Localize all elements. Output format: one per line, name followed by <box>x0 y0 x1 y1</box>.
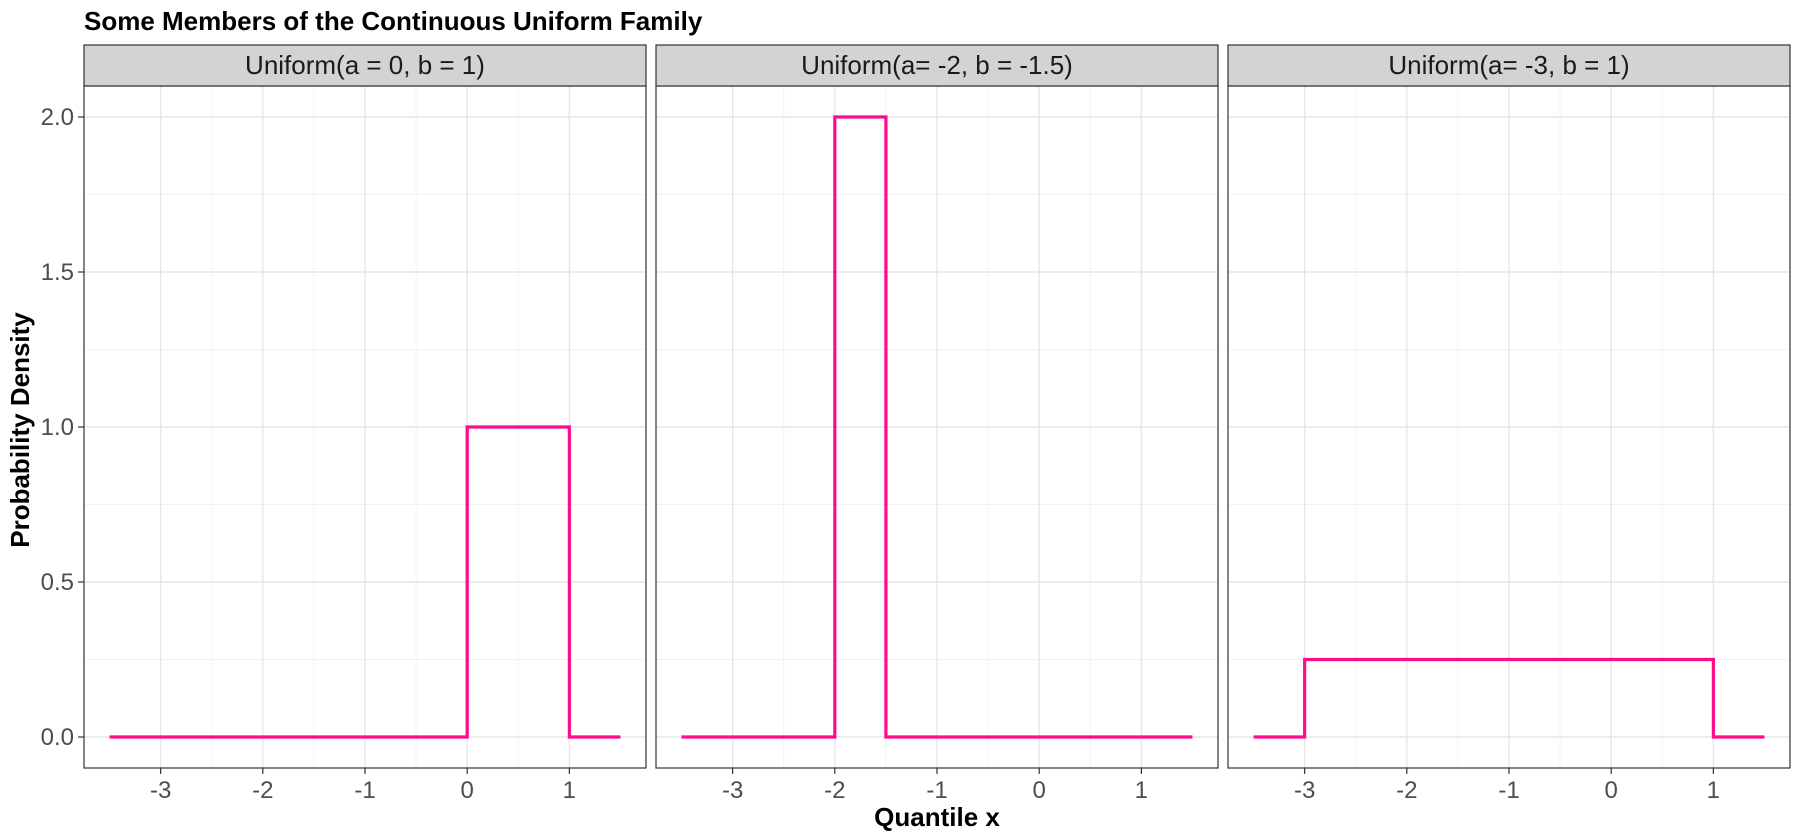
y-axis-tick-label: 0.5 <box>41 569 74 596</box>
density-line <box>109 425 621 739</box>
x-axis-tick-label: -3 <box>1294 777 1315 804</box>
x-axis-tick-label: -3 <box>722 777 743 804</box>
density-line <box>1253 657 1765 739</box>
facet-panel: Uniform(a= -3, b = 1) -3 -2 -1 0 1 <box>1227 44 1791 804</box>
x-axis-tick-label: -2 <box>824 777 845 804</box>
x-axis-tick-label: 1 <box>563 777 576 804</box>
facet-strip <box>655 44 1219 87</box>
x-axis-tick-label: -2 <box>252 777 273 804</box>
x-axis-tick-label: -1 <box>354 777 375 804</box>
y-axis-tick-label: 2.0 <box>41 104 74 131</box>
chart-title: Some Members of the Continuous Uniform F… <box>84 6 703 36</box>
facet-strip-label: Uniform(a= -2, b = -1.5) <box>801 50 1073 80</box>
x-axis-tick-label: 0 <box>1605 777 1618 804</box>
x-axis-tick-label: -1 <box>926 777 947 804</box>
facet-strip <box>83 44 647 87</box>
x-axis-title: Quantile x <box>874 802 1000 832</box>
x-axis-tick-label: -2 <box>1396 777 1417 804</box>
y-axis-tick-label: 1.5 <box>41 259 74 286</box>
x-axis-tick-label: -1 <box>1498 777 1519 804</box>
y-axis-title: Probability Density <box>5 312 35 548</box>
facet-strip-label: Uniform(a = 0, b = 1) <box>245 50 485 80</box>
y-axis-tick-label: 1.0 <box>41 414 74 441</box>
x-axis-tick-label: 0 <box>461 777 474 804</box>
y-axis-tick-label: 0.0 <box>41 724 74 751</box>
facet-panel: Uniform(a= -2, b = -1.5) -3 -2 -1 0 1 <box>655 44 1219 804</box>
density-line <box>681 115 1193 739</box>
facet-panel: Uniform(a = 0, b = 1) -3 -2 -1 0 1 <box>83 44 647 804</box>
x-axis-tick-label: -3 <box>150 777 171 804</box>
chart-panels: 0.0 0.5 1.0 1.5 2.0 Uniform(a = 0, b = 1) -3 -2… <box>41 44 1791 804</box>
x-axis-tick-label: 1 <box>1135 777 1148 804</box>
x-axis-tick-label: 1 <box>1707 777 1720 804</box>
facet-strip <box>1227 44 1791 87</box>
x-axis-tick-label: 0 <box>1033 777 1046 804</box>
facet-strip-label: Uniform(a= -3, b = 1) <box>1388 50 1629 80</box>
